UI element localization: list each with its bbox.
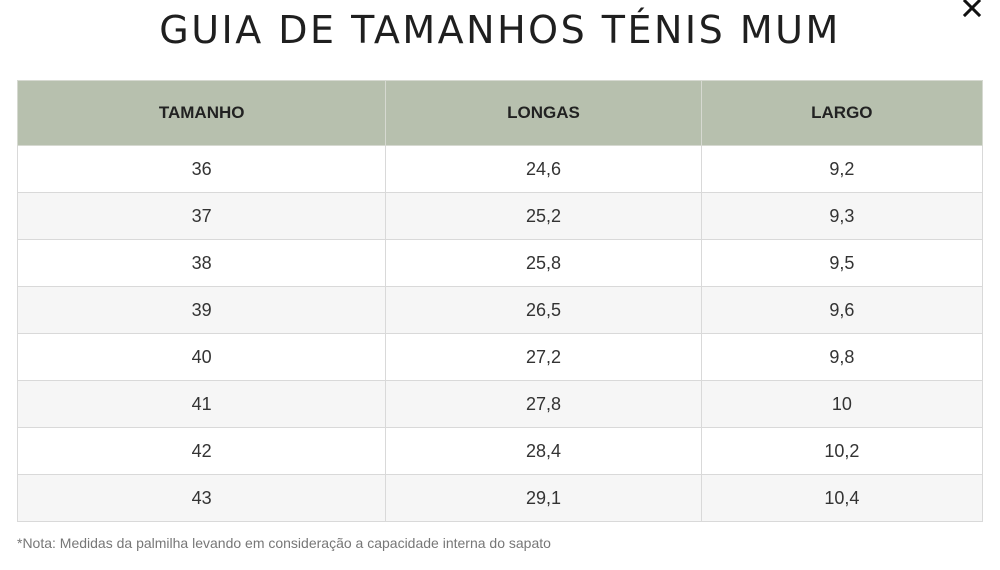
size-guide-table: TAMANHO LONGAS LARGO 36 24,6 9,2 37 25,2… — [16, 80, 984, 522]
cell-length: 27,8 — [385, 380, 702, 428]
cell-width: 10,4 — [700, 474, 984, 522]
cell-length: 24,6 — [385, 145, 702, 193]
cell-length: 28,4 — [385, 427, 702, 475]
table-row: 42 28,4 10,2 — [16, 427, 984, 475]
cell-size: 37 — [16, 192, 387, 240]
cell-length: 25,8 — [385, 239, 702, 287]
table-row: 37 25,2 9,3 — [16, 192, 984, 240]
table-row: 41 27,8 10 — [16, 380, 984, 428]
cell-length: 25,2 — [385, 192, 702, 240]
close-button[interactable] — [960, 0, 984, 20]
cell-width: 9,6 — [700, 286, 984, 334]
cell-width: 9,2 — [700, 145, 984, 193]
cell-size: 43 — [16, 474, 387, 522]
footnote: *Nota: Medidas da palmilha levando em co… — [17, 535, 551, 551]
cell-width: 10 — [700, 380, 984, 428]
cell-length: 26,5 — [385, 286, 702, 334]
cell-width: 9,8 — [700, 333, 984, 381]
table-header-row: TAMANHO LONGAS LARGO — [16, 80, 984, 146]
cell-width: 9,5 — [700, 239, 984, 287]
cell-size: 36 — [16, 145, 387, 193]
cell-size: 38 — [16, 239, 387, 287]
table-row: 36 24,6 9,2 — [16, 145, 984, 193]
close-icon[interactable] — [962, 0, 982, 18]
table-row: 40 27,2 9,8 — [16, 333, 984, 381]
cell-size: 39 — [16, 286, 387, 334]
page-title: GUIA DE TAMANHOS TÉNIS MUM — [159, 8, 841, 52]
table-row: 43 29,1 10,4 — [16, 474, 984, 522]
cell-length: 29,1 — [385, 474, 702, 522]
cell-width: 10,2 — [700, 427, 984, 475]
cell-size: 42 — [16, 427, 387, 475]
column-header-size: TAMANHO — [16, 80, 387, 146]
table-row: 38 25,8 9,5 — [16, 239, 984, 287]
cell-size: 40 — [16, 333, 387, 381]
cell-length: 27,2 — [385, 333, 702, 381]
column-header-length: LONGAS — [385, 80, 702, 146]
column-header-width: LARGO — [700, 80, 984, 146]
cell-width: 9,3 — [700, 192, 984, 240]
cell-size: 41 — [16, 380, 387, 428]
table-row: 39 26,5 9,6 — [16, 286, 984, 334]
